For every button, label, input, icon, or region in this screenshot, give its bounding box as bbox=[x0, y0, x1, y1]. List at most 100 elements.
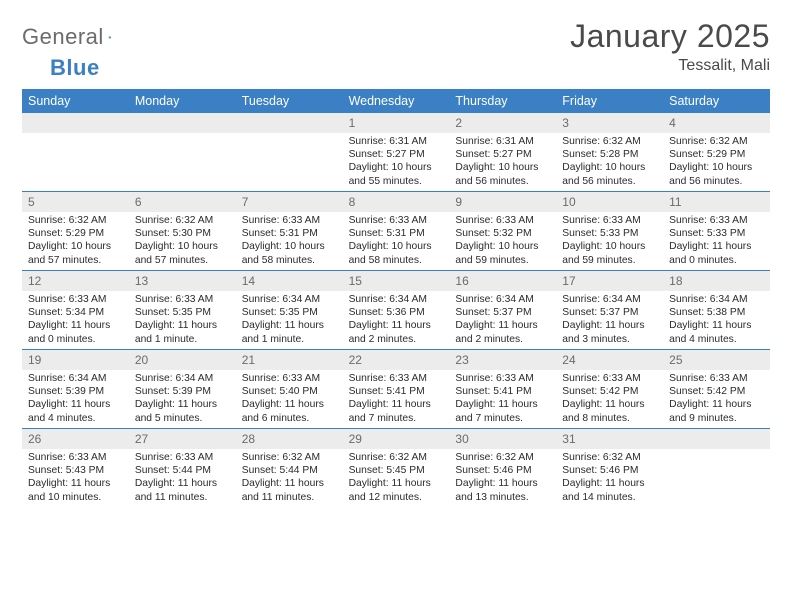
day-info: Sunrise: 6:34 AMSunset: 5:39 PMDaylight:… bbox=[22, 370, 129, 425]
day-info: Sunrise: 6:31 AMSunset: 5:27 PMDaylight:… bbox=[343, 133, 450, 188]
sunset-line: Sunset: 5:29 PM bbox=[28, 227, 123, 240]
sunset-line: Sunset: 5:34 PM bbox=[28, 306, 123, 319]
day-info: Sunrise: 6:32 AMSunset: 5:44 PMDaylight:… bbox=[236, 449, 343, 504]
sunrise-line: Sunrise: 6:31 AM bbox=[349, 135, 444, 148]
day-cell bbox=[22, 113, 129, 191]
day-number: 7 bbox=[236, 192, 343, 212]
daylight-line: Daylight: 11 hours and 4 minutes. bbox=[669, 319, 764, 345]
sunrise-line: Sunrise: 6:32 AM bbox=[349, 451, 444, 464]
daylight-line: Daylight: 11 hours and 2 minutes. bbox=[349, 319, 444, 345]
day-info: Sunrise: 6:33 AMSunset: 5:34 PMDaylight:… bbox=[22, 291, 129, 346]
sunrise-line: Sunrise: 6:34 AM bbox=[669, 293, 764, 306]
location-label: Tessalit, Mali bbox=[570, 57, 770, 75]
day-info: Sunrise: 6:33 AMSunset: 5:33 PMDaylight:… bbox=[556, 212, 663, 267]
day-cell: 21Sunrise: 6:33 AMSunset: 5:40 PMDayligh… bbox=[236, 350, 343, 428]
sunrise-line: Sunrise: 6:33 AM bbox=[135, 293, 230, 306]
daylight-line: Daylight: 10 hours and 58 minutes. bbox=[242, 240, 337, 266]
sunrise-line: Sunrise: 6:33 AM bbox=[349, 372, 444, 385]
month-title: January 2025 bbox=[570, 18, 770, 55]
sunrise-line: Sunrise: 6:34 AM bbox=[135, 372, 230, 385]
sunrise-line: Sunrise: 6:34 AM bbox=[349, 293, 444, 306]
day-cell: 30Sunrise: 6:32 AMSunset: 5:46 PMDayligh… bbox=[449, 429, 556, 507]
sunset-line: Sunset: 5:39 PM bbox=[135, 385, 230, 398]
sunset-line: Sunset: 5:41 PM bbox=[349, 385, 444, 398]
sunrise-line: Sunrise: 6:33 AM bbox=[669, 214, 764, 227]
week-row: 19Sunrise: 6:34 AMSunset: 5:39 PMDayligh… bbox=[22, 349, 770, 428]
day-number: 20 bbox=[129, 350, 236, 370]
day-number: 3 bbox=[556, 113, 663, 133]
daylight-line: Daylight: 11 hours and 7 minutes. bbox=[349, 398, 444, 424]
sunrise-line: Sunrise: 6:33 AM bbox=[242, 214, 337, 227]
brand-word-2: Blue bbox=[50, 55, 100, 80]
day-info: Sunrise: 6:32 AMSunset: 5:45 PMDaylight:… bbox=[343, 449, 450, 504]
day-info: Sunrise: 6:34 AMSunset: 5:37 PMDaylight:… bbox=[556, 291, 663, 346]
day-cell: 6Sunrise: 6:32 AMSunset: 5:30 PMDaylight… bbox=[129, 192, 236, 270]
sunset-line: Sunset: 5:33 PM bbox=[562, 227, 657, 240]
daylight-line: Daylight: 10 hours and 55 minutes. bbox=[349, 161, 444, 187]
day-cell: 13Sunrise: 6:33 AMSunset: 5:35 PMDayligh… bbox=[129, 271, 236, 349]
daylight-line: Daylight: 11 hours and 8 minutes. bbox=[562, 398, 657, 424]
day-cell: 28Sunrise: 6:32 AMSunset: 5:44 PMDayligh… bbox=[236, 429, 343, 507]
daylight-line: Daylight: 11 hours and 4 minutes. bbox=[28, 398, 123, 424]
daylight-line: Daylight: 11 hours and 3 minutes. bbox=[562, 319, 657, 345]
day-cell: 12Sunrise: 6:33 AMSunset: 5:34 PMDayligh… bbox=[22, 271, 129, 349]
sunrise-line: Sunrise: 6:34 AM bbox=[28, 372, 123, 385]
day-number: 28 bbox=[236, 429, 343, 449]
weekday-sat: Saturday bbox=[663, 89, 770, 113]
week-row: 12Sunrise: 6:33 AMSunset: 5:34 PMDayligh… bbox=[22, 270, 770, 349]
day-number: 14 bbox=[236, 271, 343, 291]
day-info: Sunrise: 6:32 AMSunset: 5:29 PMDaylight:… bbox=[663, 133, 770, 188]
day-number: 18 bbox=[663, 271, 770, 291]
sunrise-line: Sunrise: 6:32 AM bbox=[135, 214, 230, 227]
day-number: 6 bbox=[129, 192, 236, 212]
day-number bbox=[663, 429, 770, 449]
day-number: 10 bbox=[556, 192, 663, 212]
sunset-line: Sunset: 5:30 PM bbox=[135, 227, 230, 240]
day-cell: 2Sunrise: 6:31 AMSunset: 5:27 PMDaylight… bbox=[449, 113, 556, 191]
day-number: 11 bbox=[663, 192, 770, 212]
day-number: 30 bbox=[449, 429, 556, 449]
sunrise-line: Sunrise: 6:33 AM bbox=[669, 372, 764, 385]
weekday-header: Sunday Monday Tuesday Wednesday Thursday… bbox=[22, 89, 770, 113]
daylight-line: Daylight: 11 hours and 1 minute. bbox=[242, 319, 337, 345]
sunrise-line: Sunrise: 6:32 AM bbox=[669, 135, 764, 148]
weekday-mon: Monday bbox=[129, 89, 236, 113]
day-cell: 19Sunrise: 6:34 AMSunset: 5:39 PMDayligh… bbox=[22, 350, 129, 428]
sunset-line: Sunset: 5:46 PM bbox=[562, 464, 657, 477]
sunset-line: Sunset: 5:33 PM bbox=[669, 227, 764, 240]
daylight-line: Daylight: 10 hours and 59 minutes. bbox=[562, 240, 657, 266]
sunrise-line: Sunrise: 6:33 AM bbox=[28, 451, 123, 464]
sunset-line: Sunset: 5:31 PM bbox=[242, 227, 337, 240]
day-cell: 15Sunrise: 6:34 AMSunset: 5:36 PMDayligh… bbox=[343, 271, 450, 349]
day-cell: 24Sunrise: 6:33 AMSunset: 5:42 PMDayligh… bbox=[556, 350, 663, 428]
day-number: 8 bbox=[343, 192, 450, 212]
day-cell: 22Sunrise: 6:33 AMSunset: 5:41 PMDayligh… bbox=[343, 350, 450, 428]
day-info: Sunrise: 6:32 AMSunset: 5:29 PMDaylight:… bbox=[22, 212, 129, 267]
sunrise-line: Sunrise: 6:33 AM bbox=[135, 451, 230, 464]
day-cell: 14Sunrise: 6:34 AMSunset: 5:35 PMDayligh… bbox=[236, 271, 343, 349]
sunrise-line: Sunrise: 6:31 AM bbox=[455, 135, 550, 148]
daylight-line: Daylight: 10 hours and 56 minutes. bbox=[669, 161, 764, 187]
sunset-line: Sunset: 5:32 PM bbox=[455, 227, 550, 240]
sunrise-line: Sunrise: 6:33 AM bbox=[242, 372, 337, 385]
sunset-line: Sunset: 5:44 PM bbox=[135, 464, 230, 477]
day-cell: 17Sunrise: 6:34 AMSunset: 5:37 PMDayligh… bbox=[556, 271, 663, 349]
day-number: 16 bbox=[449, 271, 556, 291]
weekday-sun: Sunday bbox=[22, 89, 129, 113]
sunset-line: Sunset: 5:46 PM bbox=[455, 464, 550, 477]
day-info: Sunrise: 6:32 AMSunset: 5:30 PMDaylight:… bbox=[129, 212, 236, 267]
brand-logo: General bbox=[22, 24, 132, 50]
sunset-line: Sunset: 5:36 PM bbox=[349, 306, 444, 319]
daylight-line: Daylight: 10 hours and 59 minutes. bbox=[455, 240, 550, 266]
day-cell bbox=[129, 113, 236, 191]
day-info: Sunrise: 6:33 AMSunset: 5:44 PMDaylight:… bbox=[129, 449, 236, 504]
day-info: Sunrise: 6:34 AMSunset: 5:37 PMDaylight:… bbox=[449, 291, 556, 346]
day-cell: 26Sunrise: 6:33 AMSunset: 5:43 PMDayligh… bbox=[22, 429, 129, 507]
sunset-line: Sunset: 5:42 PM bbox=[669, 385, 764, 398]
day-info: Sunrise: 6:32 AMSunset: 5:46 PMDaylight:… bbox=[556, 449, 663, 504]
day-number bbox=[236, 113, 343, 133]
day-info: Sunrise: 6:33 AMSunset: 5:31 PMDaylight:… bbox=[236, 212, 343, 267]
day-info: Sunrise: 6:34 AMSunset: 5:36 PMDaylight:… bbox=[343, 291, 450, 346]
daylight-line: Daylight: 11 hours and 11 minutes. bbox=[242, 477, 337, 503]
sunset-line: Sunset: 5:37 PM bbox=[562, 306, 657, 319]
